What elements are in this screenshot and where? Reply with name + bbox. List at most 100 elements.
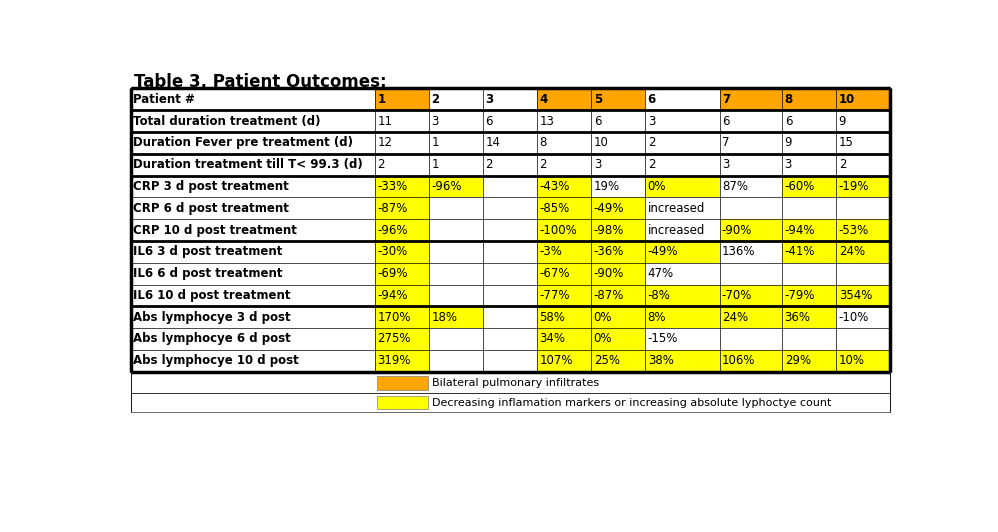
Bar xyxy=(131,285,375,306)
Bar xyxy=(646,176,720,197)
Text: 9: 9 xyxy=(838,115,846,128)
Text: -94%: -94% xyxy=(377,289,408,302)
Text: Decreasing inflamation markers or increasing absolute lyphoctye count: Decreasing inflamation markers or increa… xyxy=(432,397,831,408)
Bar xyxy=(782,350,836,372)
Text: -8%: -8% xyxy=(648,289,671,302)
Text: -36%: -36% xyxy=(594,245,624,259)
Bar xyxy=(720,306,782,328)
Bar xyxy=(483,219,537,241)
Text: -96%: -96% xyxy=(377,223,408,237)
Text: -98%: -98% xyxy=(594,223,624,237)
Text: -19%: -19% xyxy=(838,180,869,193)
Bar xyxy=(720,110,782,132)
Bar xyxy=(646,132,720,154)
Bar xyxy=(836,350,890,372)
Bar xyxy=(782,306,836,328)
Bar xyxy=(836,328,890,350)
Bar xyxy=(592,328,646,350)
Bar xyxy=(592,219,646,241)
Bar xyxy=(782,328,836,350)
Text: increased: increased xyxy=(648,202,706,215)
Text: Abs lymphocye 10 d post: Abs lymphocye 10 d post xyxy=(134,354,299,367)
Bar xyxy=(131,373,890,393)
Bar xyxy=(537,285,592,306)
Bar xyxy=(131,393,890,412)
Bar xyxy=(429,110,483,132)
Text: 10: 10 xyxy=(838,93,855,106)
Bar xyxy=(375,263,429,285)
Text: 38%: 38% xyxy=(648,354,674,367)
Bar xyxy=(720,219,782,241)
Text: 15: 15 xyxy=(838,136,853,149)
Text: 6: 6 xyxy=(648,93,656,106)
Bar xyxy=(782,88,836,110)
Text: 3: 3 xyxy=(722,158,730,171)
Bar xyxy=(836,154,890,176)
Text: 1: 1 xyxy=(431,158,439,171)
Bar xyxy=(483,241,537,263)
Text: IL6 6 d post treatment: IL6 6 d post treatment xyxy=(134,267,282,280)
Bar xyxy=(836,110,890,132)
Bar xyxy=(131,110,375,132)
Bar xyxy=(592,241,646,263)
Bar xyxy=(537,110,592,132)
Bar xyxy=(782,132,836,154)
Text: 6: 6 xyxy=(784,115,792,128)
Text: 2: 2 xyxy=(648,136,656,149)
Bar xyxy=(720,132,782,154)
Bar xyxy=(429,88,483,110)
Text: Table 3. Patient Outcomes:: Table 3. Patient Outcomes: xyxy=(134,73,386,91)
Bar xyxy=(720,285,782,306)
Bar xyxy=(483,154,537,176)
Text: 2: 2 xyxy=(377,158,385,171)
Bar xyxy=(646,219,720,241)
Text: 58%: 58% xyxy=(540,311,566,323)
Bar xyxy=(375,154,429,176)
Text: 3: 3 xyxy=(486,93,494,106)
Text: -87%: -87% xyxy=(594,289,624,302)
Bar xyxy=(131,241,375,263)
Bar xyxy=(592,306,646,328)
Text: 34%: 34% xyxy=(540,332,566,345)
Text: -90%: -90% xyxy=(594,267,624,280)
Bar xyxy=(782,154,836,176)
Bar xyxy=(537,219,592,241)
Bar xyxy=(836,197,890,219)
Bar xyxy=(375,285,429,306)
Bar xyxy=(483,328,537,350)
Bar xyxy=(836,219,890,241)
Text: 6: 6 xyxy=(594,115,601,128)
Bar xyxy=(646,285,720,306)
Text: 14: 14 xyxy=(486,136,501,149)
Text: Abs lymphocye 3 d post: Abs lymphocye 3 d post xyxy=(134,311,290,323)
Text: 6: 6 xyxy=(722,115,730,128)
Bar xyxy=(836,263,890,285)
Text: 107%: 107% xyxy=(540,354,573,367)
Text: CRP 10 d post treatment: CRP 10 d post treatment xyxy=(134,223,297,237)
Bar xyxy=(429,132,483,154)
Text: Duration Fever pre treatment (d): Duration Fever pre treatment (d) xyxy=(134,136,353,149)
Text: 106%: 106% xyxy=(722,354,755,367)
Bar xyxy=(537,241,592,263)
Bar xyxy=(483,285,537,306)
Bar xyxy=(376,396,427,410)
Bar xyxy=(720,328,782,350)
Text: -43%: -43% xyxy=(540,180,570,193)
Bar xyxy=(592,110,646,132)
Text: 87%: 87% xyxy=(722,180,748,193)
Text: 1: 1 xyxy=(377,93,385,106)
Text: 3: 3 xyxy=(648,115,655,128)
Text: 7: 7 xyxy=(722,93,730,106)
Text: 12: 12 xyxy=(377,136,392,149)
Bar xyxy=(131,176,375,197)
Bar xyxy=(375,219,429,241)
Bar xyxy=(375,132,429,154)
Text: 2: 2 xyxy=(431,93,440,106)
Bar xyxy=(131,88,375,110)
Text: CRP 3 d post treatment: CRP 3 d post treatment xyxy=(134,180,289,193)
Bar xyxy=(592,285,646,306)
Bar xyxy=(836,285,890,306)
Bar xyxy=(483,263,537,285)
Bar xyxy=(131,154,375,176)
Text: -60%: -60% xyxy=(784,180,815,193)
